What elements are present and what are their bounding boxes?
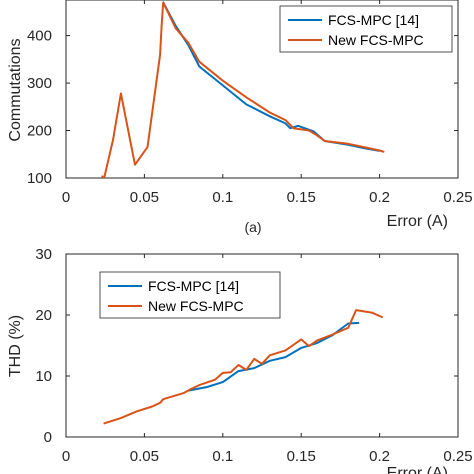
y-tick-label: 400 <box>27 28 52 45</box>
chart-thd: 0 0.05 0.1 0.15 0.2 0.25 0 10 20 30 Error (A) THD (… <box>7 246 473 474</box>
x-tick-label: 0.2 <box>369 189 390 206</box>
y-tick-label: 300 <box>27 75 52 92</box>
legend-entry: New FCS-MPC <box>148 298 244 314</box>
x-axis-label: Error (A) <box>387 465 448 474</box>
x-axis-label: Error (A) <box>387 213 448 230</box>
y-tick-label: 20 <box>35 307 52 324</box>
legend-box <box>99 271 281 319</box>
x-tick-label: 0.25 <box>443 448 472 465</box>
x-tick-label: 0.15 <box>287 448 316 465</box>
chart-commutations: 0 0.05 0.1 0.15 0.2 0.25 100 200 300 400 Error (A)… <box>7 0 473 235</box>
series-line-new-fcs-mpc <box>103 309 384 425</box>
legend-entry: FCS-MPC [14] <box>328 12 419 28</box>
x-tick-label: 0 <box>62 189 70 206</box>
plot-area-0 <box>65 0 459 179</box>
x-tick-label: 0.05 <box>130 448 159 465</box>
y-tick-label: 200 <box>27 123 52 140</box>
x-tick-label: 0.2 <box>369 448 390 465</box>
x-tick-label: 0.05 <box>130 189 159 206</box>
x-tick-label: 0.1 <box>212 189 233 206</box>
legend-entry: New FCS-MPC <box>328 32 424 48</box>
y-axis-label: THD (%) <box>7 315 24 377</box>
legend-entry: FCS-MPC [14] <box>148 278 239 294</box>
y-tick-label: 30 <box>35 246 52 263</box>
x-tick-label: 0 <box>62 448 70 465</box>
x-tick-label: 0.25 <box>443 189 472 206</box>
y-tick-label: 10 <box>35 368 52 385</box>
series-line-new-fcs-mpc <box>101 1 385 178</box>
y-axis-label: Commutations <box>7 38 24 141</box>
legend-box <box>279 5 453 53</box>
y-tick-label: 100 <box>27 170 52 187</box>
y-tick-label: 0 <box>44 429 52 446</box>
plot-area-1 <box>65 253 459 438</box>
panel-label: (a) <box>244 219 261 235</box>
x-tick-label: 0.15 <box>287 189 316 206</box>
x-tick-label: 0.1 <box>212 448 233 465</box>
